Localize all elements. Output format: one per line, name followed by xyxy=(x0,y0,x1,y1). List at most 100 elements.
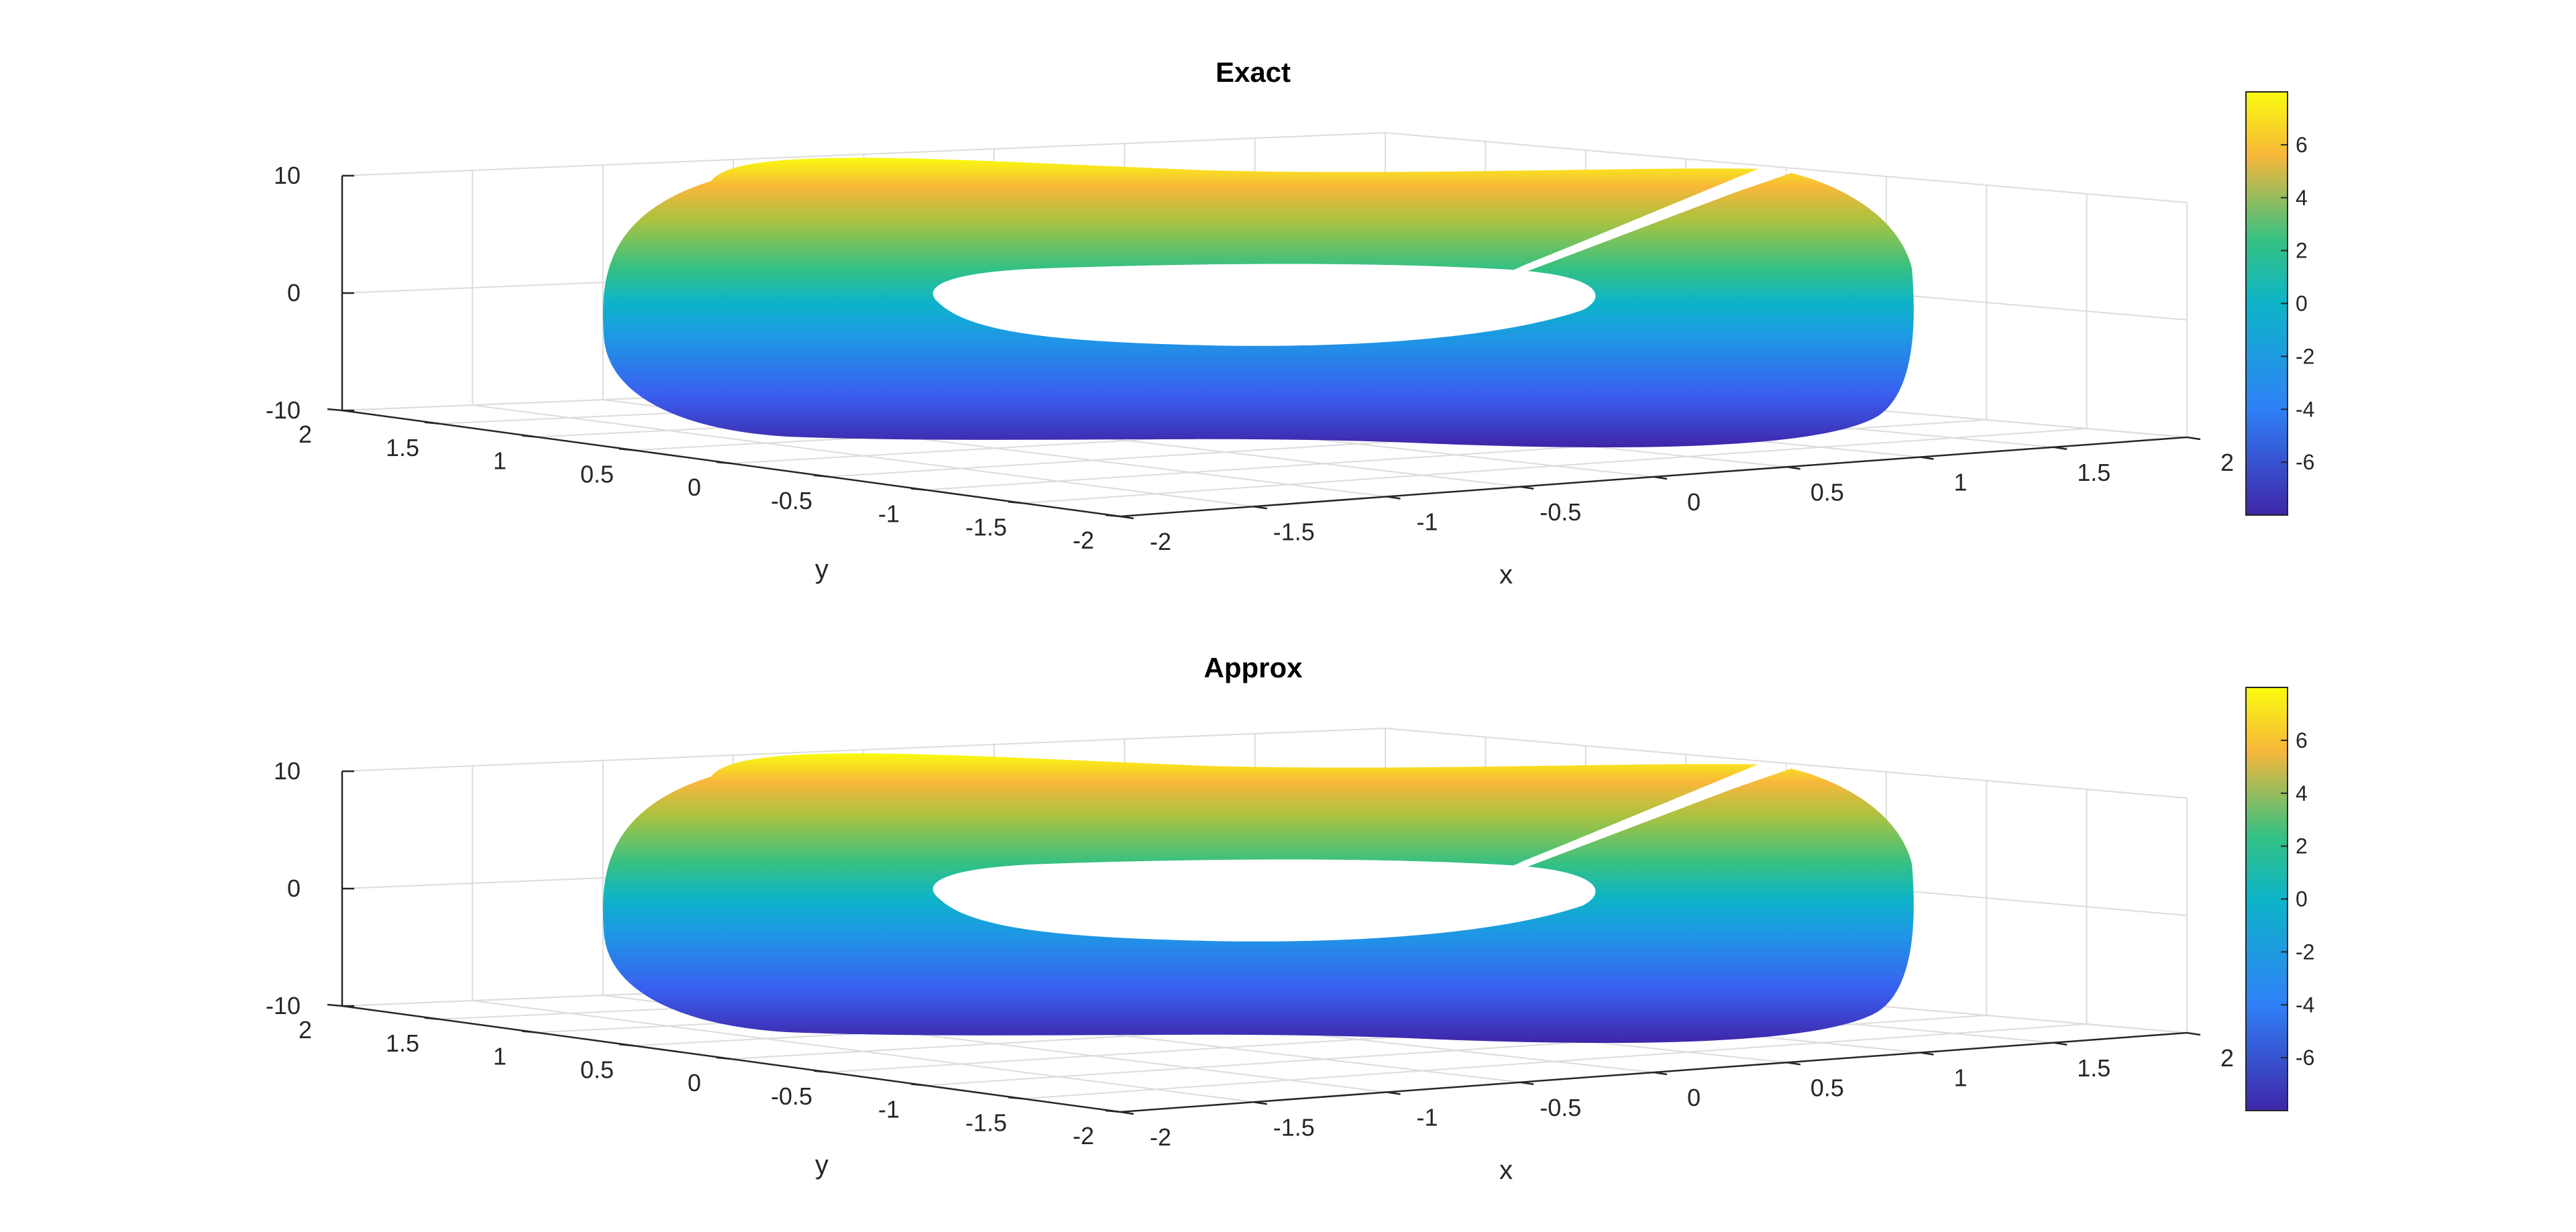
y-tick xyxy=(619,1044,635,1047)
y-tick-label: 1.5 xyxy=(386,434,419,461)
x-tick xyxy=(1786,1062,1801,1066)
surface-hole xyxy=(932,264,1596,346)
x-tick xyxy=(1387,1091,1401,1095)
axes: 100-102 1.5 1 0.5 0 -0.5 -1 -1.5 -2 -2 -1.5 -1 -0.5 0… xyxy=(266,757,2234,1151)
colorbar-tick-label: -2 xyxy=(2296,940,2314,964)
y-axis-label: y xyxy=(815,1150,828,1180)
colorbar-tick-label: -6 xyxy=(2296,1046,2314,1070)
y-tick xyxy=(716,461,732,465)
x-axis-label: x xyxy=(1499,560,1513,590)
grid-line xyxy=(1385,132,2188,203)
y-tick-label: -1.5 xyxy=(965,1109,1007,1136)
surface-slit xyxy=(1509,168,1790,275)
chart-panel-0: 100-102 1.5 1 0.5 0 -0.5 -1 -1.5 -2 -2 -1.5 -1 -0.5 0… xyxy=(266,56,2314,590)
x-tick xyxy=(2186,1031,2201,1036)
x-tick xyxy=(1653,475,1668,480)
colorbar-tick-label: -4 xyxy=(2296,397,2314,421)
y-tick xyxy=(716,1056,732,1060)
x-tick-label: 1 xyxy=(1953,1064,1967,1092)
chart-title: Exact xyxy=(1216,56,1291,88)
z-tick-label: 0 xyxy=(287,875,301,902)
colorbar-tick-label: 4 xyxy=(2296,781,2308,805)
y-tick xyxy=(1008,1097,1024,1100)
grid-line xyxy=(341,728,1386,772)
y-tick xyxy=(910,488,926,491)
y-tick-label: 0 xyxy=(688,1069,701,1097)
x-tick-label: 1 xyxy=(1953,469,1967,496)
x-tick xyxy=(1920,1052,1934,1056)
colorbar-tick-label: -4 xyxy=(2296,993,2314,1017)
y-tick-label: 2 xyxy=(299,1016,312,1044)
grid-line xyxy=(1385,728,2188,799)
surface-slit xyxy=(1509,763,1790,871)
grid-line xyxy=(1022,1023,2087,1100)
x-tick xyxy=(1520,486,1534,490)
x-tick xyxy=(1520,1081,1534,1085)
y-tick xyxy=(1105,514,1121,518)
x-tick-label: -2 xyxy=(1150,528,1171,555)
y-tick-label: 0.5 xyxy=(580,1056,614,1083)
y-axis-label: y xyxy=(815,555,828,584)
y-tick-label: 1.5 xyxy=(386,1029,419,1057)
colorbar-gradient xyxy=(2245,91,2288,516)
y-tick-label: 0 xyxy=(688,473,701,501)
y-tick-label: -1 xyxy=(878,1096,900,1123)
x-tick-label: -0.5 xyxy=(1540,1094,1581,1121)
colorbar-tick-label: 6 xyxy=(2296,728,2308,752)
z-tick-label: 10 xyxy=(274,757,301,785)
x-tick xyxy=(1653,1071,1668,1076)
grid-line xyxy=(1022,428,2087,504)
x-axis-label: x xyxy=(1499,1156,1513,1185)
y-tick-label: 0.5 xyxy=(580,460,614,488)
colorbar-tick-label: -2 xyxy=(2296,344,2314,368)
y-tick xyxy=(327,1003,343,1007)
y-tick xyxy=(910,1083,926,1086)
z-tick-label: 0 xyxy=(287,279,301,306)
colorbar-tick-label: 2 xyxy=(2296,834,2308,858)
x-tick-label: 0 xyxy=(1687,488,1701,516)
colorbar-tick-label: -6 xyxy=(2296,450,2314,474)
colorbar-tick-label: 0 xyxy=(2296,887,2308,911)
x-tick-label: 1.5 xyxy=(2077,459,2110,486)
colorbar: 6 4 2 0 -2 -4 -6 xyxy=(2245,687,2314,1111)
y-tick-label: 2 xyxy=(299,421,312,448)
x-tick xyxy=(1120,515,1134,520)
y-tick xyxy=(424,1017,440,1020)
y-tick xyxy=(1105,1109,1121,1113)
y-tick xyxy=(813,474,829,478)
colorbar-gradient xyxy=(2245,687,2288,1111)
x-tick-label: -1.5 xyxy=(1273,1113,1315,1141)
colorbar: 6 4 2 0 -2 -4 -6 xyxy=(2245,91,2314,516)
x-tick-label: 0.5 xyxy=(1811,478,1844,506)
chart-title: Approx xyxy=(1204,652,1303,683)
y-tick-label: 1 xyxy=(493,447,506,475)
surface-hole xyxy=(932,859,1596,942)
x-tick xyxy=(1253,1101,1267,1105)
colorbar-tick-label: 4 xyxy=(2296,186,2308,210)
y-tick xyxy=(521,1030,537,1033)
x-tick-label: 0 xyxy=(1687,1084,1701,1111)
x-tick-label: -1 xyxy=(1416,508,1438,536)
z-tick-label: -10 xyxy=(266,992,301,1019)
y-tick xyxy=(1008,501,1024,504)
y-tick-label: -0.5 xyxy=(771,487,812,514)
z-tick-label: 10 xyxy=(274,162,301,189)
x-tick-label: 2 xyxy=(2220,1044,2234,1072)
y-tick xyxy=(327,408,343,412)
y-tick-label: -0.5 xyxy=(771,1082,812,1110)
x-tick-label: -2 xyxy=(1150,1123,1171,1151)
axes: 100-102 1.5 1 0.5 0 -0.5 -1 -1.5 -2 -2 -1.5 -1 -0.5 0… xyxy=(266,162,2234,555)
colorbar-tick-label: 2 xyxy=(2296,239,2308,263)
y-tick xyxy=(521,435,537,438)
x-tick xyxy=(1387,496,1401,500)
y-tick-label: -2 xyxy=(1073,526,1094,554)
y-tick xyxy=(813,1070,829,1073)
y-tick-label: -2 xyxy=(1073,1122,1094,1150)
colorbar-tick-label: 6 xyxy=(2296,133,2308,157)
x-tick-label: 2 xyxy=(2220,449,2234,476)
y-tick-label: -1 xyxy=(878,500,900,528)
x-tick xyxy=(1920,456,1934,460)
x-tick xyxy=(1253,506,1267,510)
x-tick xyxy=(1786,466,1801,470)
